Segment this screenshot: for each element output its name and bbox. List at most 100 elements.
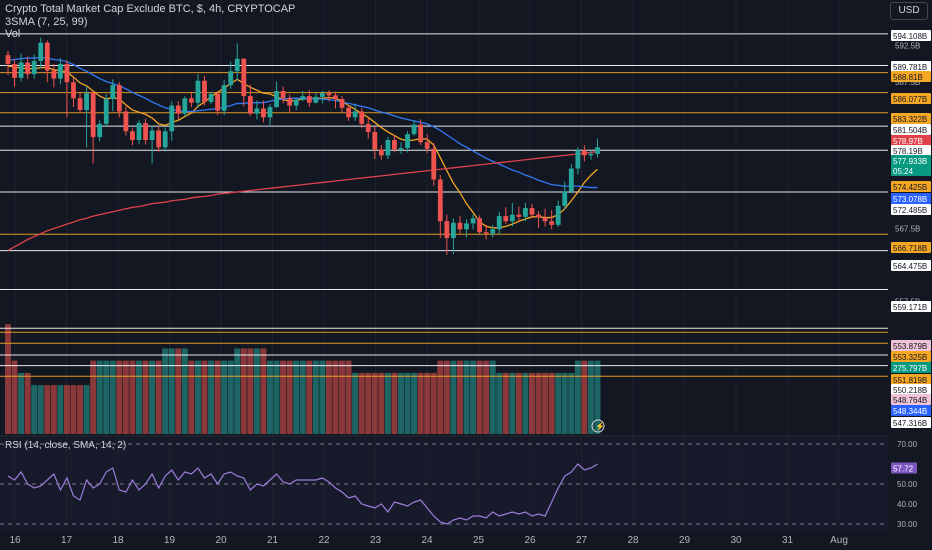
candle-body: [287, 98, 293, 106]
volume-bar: [136, 360, 142, 434]
volume-bar: [542, 372, 549, 434]
volume-bar: [103, 360, 110, 434]
x-tick-label: 23: [370, 535, 382, 546]
volume-bar: [149, 360, 156, 434]
volume-bar: [443, 360, 450, 434]
price-badge: [891, 71, 931, 82]
volume-bar: [535, 372, 542, 434]
price-badge-label: 553.879B: [893, 342, 927, 351]
y-tick-label: 592.5B: [895, 42, 920, 51]
price-badge-label: 05:24: [893, 167, 914, 176]
volume-bar: [312, 360, 319, 434]
volume-bar: [116, 360, 123, 434]
ma-legend[interactable]: 3SMA (7, 25, 99): [5, 16, 88, 28]
volume-bar: [515, 372, 522, 434]
candle-body: [274, 90, 279, 108]
price-badge-label: 275.797B: [893, 364, 927, 373]
price-badge: [891, 405, 931, 416]
x-tick-label: 22: [318, 535, 330, 546]
candle-body: [372, 131, 378, 150]
volume-bar: [267, 360, 273, 434]
price-badge: [891, 340, 931, 351]
volume-bar: [358, 372, 365, 434]
price-badge-label: 550.218B: [893, 386, 927, 395]
candle-body: [424, 142, 430, 149]
volume-bar: [404, 372, 411, 434]
volume-legend[interactable]: Vol: [5, 28, 21, 40]
bolt-icon: [591, 419, 605, 433]
volume-bar: [18, 372, 25, 434]
volume-bar: [122, 360, 129, 434]
symbol-title: Crypto Total Market Cap Exclude BTC, $, …: [5, 3, 296, 15]
candle-body: [38, 42, 44, 61]
price-badge: [891, 374, 931, 385]
volume-bar: [594, 360, 601, 434]
price-badge-label: 559.171B: [893, 303, 927, 312]
volume-bar: [339, 360, 345, 434]
candle-body: [202, 80, 207, 102]
price-badge: [891, 384, 931, 395]
candle-body: [267, 107, 273, 118]
candle-body: [575, 150, 581, 169]
price-badge: [891, 417, 931, 428]
volume-bar: [188, 360, 195, 434]
price-badge: [891, 181, 931, 192]
rsi-tick-label: 70.00: [897, 440, 918, 449]
volume-bar: [509, 372, 516, 434]
candle-body: [208, 93, 214, 102]
candle-body: [529, 208, 535, 215]
candle-body: [215, 93, 220, 111]
candle-body: [25, 62, 31, 75]
price-badge-label: 594.108B: [893, 32, 927, 41]
price-badge: [891, 113, 931, 124]
price-badge: [891, 93, 931, 104]
candle-body: [261, 108, 266, 118]
price-badge-label: 586.077B: [893, 95, 927, 104]
price-badge: [891, 135, 931, 146]
candle-body: [156, 130, 162, 148]
volume-bar: [227, 360, 234, 434]
rsi-value-badge: [891, 462, 917, 474]
candle-body: [568, 168, 574, 192]
volume-bar: [31, 385, 38, 434]
candle-body: [234, 58, 240, 72]
candle-body: [18, 62, 24, 78]
candle-body: [418, 124, 424, 143]
candle-body: [490, 229, 496, 234]
candle-body: [175, 105, 181, 114]
price-badge: [891, 301, 931, 312]
rsi-legend[interactable]: RSI (14, close, SMA, 14, 2): [5, 440, 127, 451]
volume-bar: [522, 372, 529, 434]
candle-body: [346, 107, 351, 118]
y-tick-label: 567.5B: [895, 225, 920, 234]
candle-body: [221, 85, 227, 111]
candle-body: [300, 96, 306, 100]
volume-bar: [221, 360, 228, 434]
volume-bar: [260, 348, 267, 434]
candle-body: [189, 98, 194, 103]
volume-bar: [240, 348, 247, 434]
volume-bar: [548, 372, 555, 434]
price-badge-label: 589.781B: [893, 63, 927, 72]
candle-body: [542, 217, 548, 222]
candle-body: [483, 232, 489, 234]
volume-bar: [319, 360, 326, 434]
candle-body: [588, 153, 594, 156]
candle-body: [182, 98, 188, 114]
volume-bar: [430, 372, 437, 434]
x-tick-label: Aug: [830, 535, 848, 546]
price-badge-label: 581.504B: [893, 126, 927, 135]
candle-body: [411, 124, 417, 135]
candle-body: [365, 123, 371, 132]
price-badge-label: 577.933B: [893, 157, 927, 166]
x-tick-label: 28: [627, 535, 639, 546]
price-badge: [891, 193, 931, 204]
currency-button[interactable]: USD: [890, 2, 928, 20]
candle-body: [64, 63, 70, 83]
volume-bar: [345, 360, 352, 434]
candle-body: [555, 205, 561, 225]
volume-bar: [37, 385, 44, 434]
volume-bar: [293, 360, 300, 434]
rsi-line: [7, 463, 598, 525]
